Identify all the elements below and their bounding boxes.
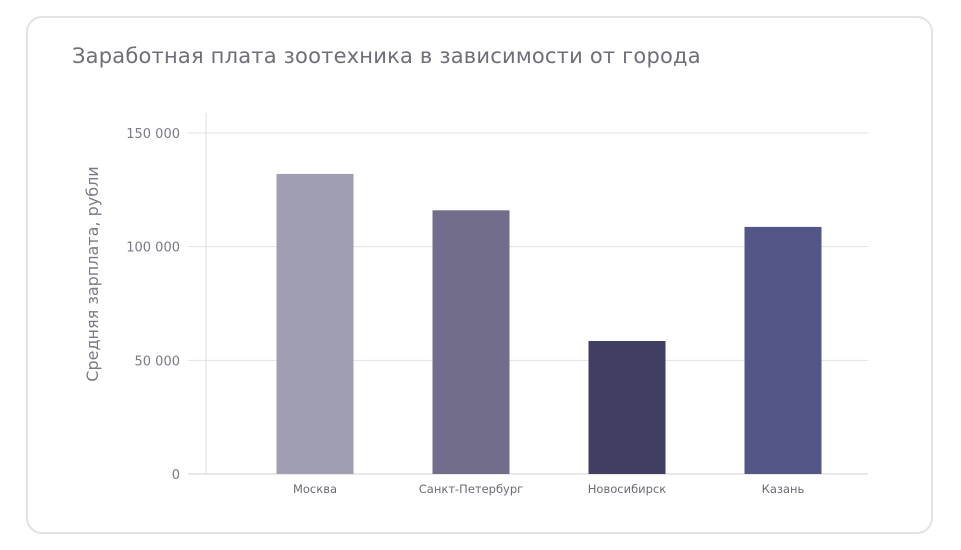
y-tick-label: 50 000 [135,354,181,369]
y-tick-label: 100 000 [126,241,180,256]
x-tick-label: Казань [762,482,805,496]
y-tick-label: 150 000 [126,127,180,142]
chart-title: Заработная плата зоотехника в зависимост… [72,44,701,68]
y-axis-label: Средняя зарплата, рубли [83,166,102,381]
bar [744,226,822,474]
x-tick-label: Москва [293,482,337,496]
bar [432,210,510,474]
y-tick-label: 0 [172,468,180,483]
bar [588,341,666,474]
x-tick-label: Санкт-Петербург [419,482,523,496]
bar [276,173,354,475]
x-tick-label: Новосибирск [588,482,666,496]
